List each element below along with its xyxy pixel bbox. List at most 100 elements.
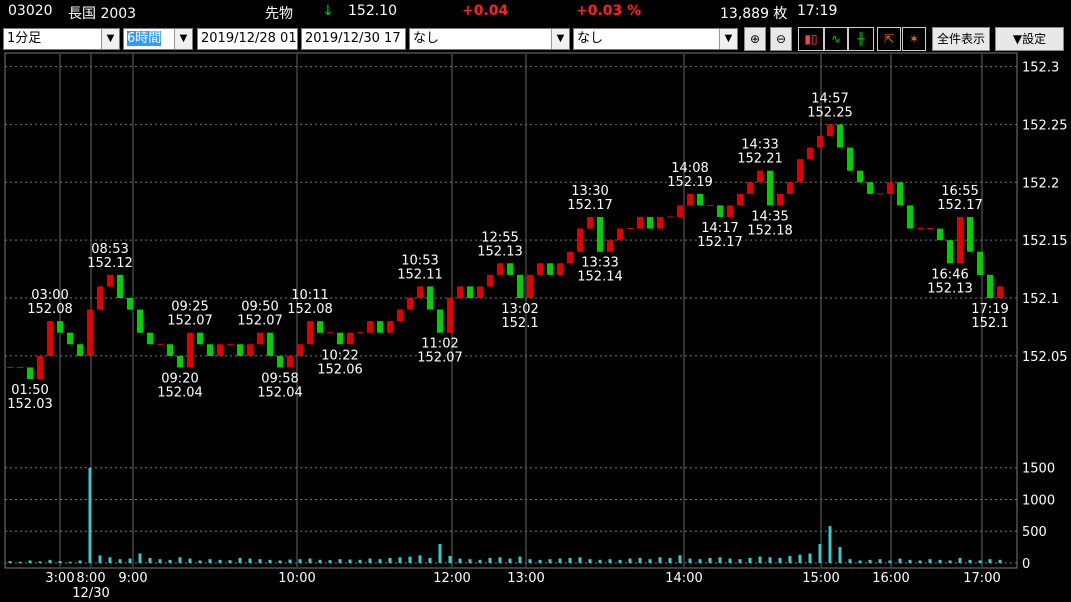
candle-body — [227, 343, 233, 345]
volume-bar — [198, 560, 202, 563]
volume-bar — [308, 558, 312, 563]
volume-bar — [888, 560, 892, 563]
dropdown: ▼ — [174, 29, 192, 49]
marker-icon[interactable]: ✶ — [902, 27, 926, 51]
volume-bar — [228, 560, 232, 563]
annotation-time: 13:02 — [501, 302, 538, 317]
annotation-time: 13:30 — [571, 184, 608, 199]
volume-bar — [298, 559, 302, 563]
y2-tick-label: 500 — [1022, 525, 1047, 540]
arrow: ↓ — [322, 3, 334, 19]
annotation-time: 09:20 — [161, 371, 198, 386]
from-input[interactable]: 2019/12/28 01 — [197, 28, 298, 50]
annotation-time: 08:53 — [91, 242, 128, 257]
volume-bar — [938, 559, 942, 563]
volume-bar — [338, 559, 342, 563]
volume-bar — [978, 560, 982, 563]
chart-frame — [4, 52, 1018, 569]
volume-bar — [278, 560, 282, 563]
y-tick-label: 152.05 — [1022, 350, 1068, 365]
show-all-button[interactable]: 全件表示 — [932, 27, 990, 51]
zoom-out[interactable]: ⊖ — [770, 27, 792, 51]
span-select[interactable]: 6時間 ▼ — [123, 28, 193, 50]
cursor-icon[interactable]: ⇱ — [877, 27, 901, 51]
volume-bar — [448, 556, 452, 563]
annotation-price: 152.17 — [937, 198, 983, 213]
bar-icon[interactable]: ╫ — [848, 27, 874, 51]
indicator1-select[interactable]: なし ▼ — [409, 28, 570, 50]
volume-bar — [918, 560, 922, 563]
line-icon[interactable]: ∿ — [824, 27, 848, 51]
volume-bar — [368, 558, 372, 563]
volume-bar — [348, 559, 352, 563]
candle-body — [97, 286, 103, 310]
candle-body — [177, 355, 183, 368]
candle-body — [697, 193, 703, 206]
show-all: 全件表示 — [936, 32, 985, 46]
candle-body — [987, 274, 993, 298]
volume-bar — [68, 561, 72, 563]
candle-body — [897, 182, 903, 206]
volume-bar — [578, 557, 582, 563]
volume-bar — [988, 559, 992, 563]
annotation-price: 152.17 — [567, 198, 613, 213]
annotation-time: 17:19 — [971, 302, 1008, 317]
volume-bar — [588, 559, 592, 563]
interval-select[interactable]: 1分足 ▼ — [3, 28, 120, 50]
candle-body — [737, 193, 743, 206]
candle-body — [457, 286, 463, 298]
candle-body — [677, 205, 683, 217]
candle-body — [517, 274, 523, 298]
volume-bar — [128, 558, 132, 563]
annotation-time: 14:35 — [751, 209, 788, 224]
annotation-time: 14:08 — [671, 161, 708, 176]
candle-body — [717, 205, 723, 217]
candle-body — [27, 367, 33, 379]
candle-body — [57, 321, 63, 333]
candle-body — [47, 321, 53, 356]
candle-body — [87, 309, 93, 356]
zoom-in[interactable]: ⊕ — [744, 27, 766, 51]
volume-bar — [438, 543, 442, 563]
candle-body — [147, 332, 153, 345]
annotation-price: 152.1 — [971, 316, 1008, 331]
volume-bar — [698, 559, 702, 563]
candle-body — [607, 240, 613, 252]
to-input[interactable]: 2019/12/30 17 — [301, 28, 406, 50]
annotation-price: 152.07 — [167, 314, 213, 329]
annotation-time: 14:57 — [811, 91, 848, 106]
volume-bar — [808, 553, 812, 563]
indicator2-select[interactable]: なし ▼ — [573, 28, 738, 50]
annotation-price: 152.07 — [237, 314, 283, 329]
volume-bar — [78, 560, 82, 563]
volume-bar — [58, 561, 62, 563]
annotation-price: 152.12 — [87, 256, 133, 271]
volume-bar — [608, 559, 612, 563]
volume-bar — [168, 559, 172, 563]
candle-body — [687, 193, 693, 206]
volume-bar — [468, 559, 472, 563]
volume-bar — [728, 558, 732, 563]
settings-button[interactable]: ▼設定 — [995, 27, 1064, 51]
volume-bar — [658, 557, 662, 563]
candle-icon[interactable]: ▮▯ — [798, 27, 824, 51]
candle-body — [777, 193, 783, 206]
volume-bar — [708, 557, 712, 563]
volume-bar — [748, 557, 752, 563]
candle-body — [877, 193, 883, 195]
volume-bar — [678, 555, 682, 563]
volume-bar — [868, 559, 872, 563]
candle-body — [297, 344, 303, 356]
candle-body — [467, 286, 473, 298]
annotation-time: 14:17 — [701, 221, 738, 236]
candle-body — [587, 217, 593, 229]
candle-body — [287, 355, 293, 368]
volume-bar — [818, 543, 822, 563]
price: 152.10 — [348, 3, 397, 19]
candle-body — [317, 321, 323, 333]
annotation-time: 16:55 — [941, 184, 978, 199]
annotation-price: 152.04 — [157, 385, 203, 400]
candle-body — [407, 298, 413, 310]
volume-bar — [998, 559, 1002, 563]
